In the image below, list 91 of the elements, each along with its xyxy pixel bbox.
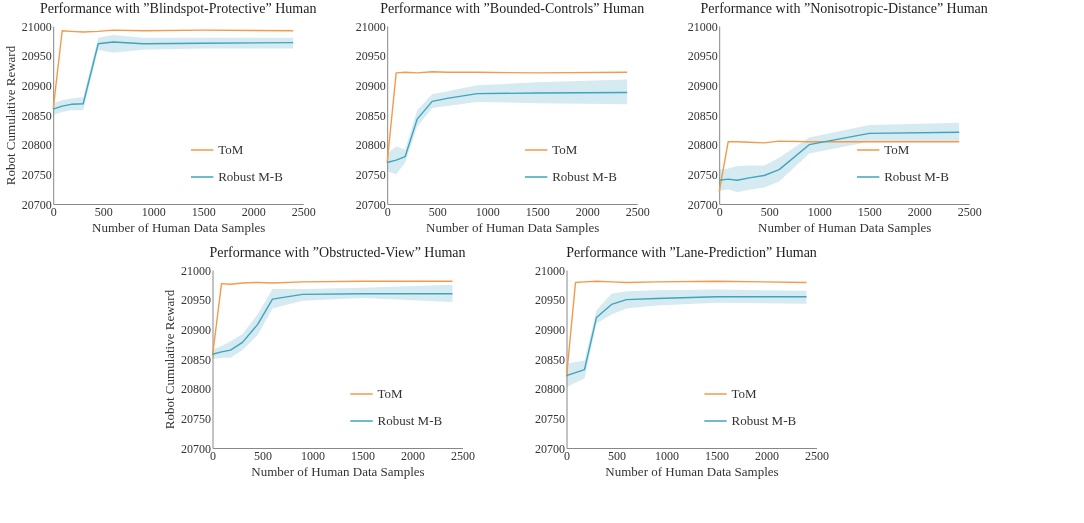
y-axis-title: Robot Cumulative Reward bbox=[162, 289, 177, 430]
y-tick-label: 20800 bbox=[355, 138, 386, 153]
chart-title: Performance with ”Bounded-Controls” Human bbox=[380, 1, 645, 16]
y-tick-label: 20850 bbox=[535, 352, 565, 367]
y-tick-label: 20800 bbox=[535, 382, 565, 397]
y-tick-label: 20900 bbox=[21, 78, 52, 93]
x-axis-title: Number of Human Data Samples bbox=[251, 463, 425, 479]
legend-label: ToM bbox=[884, 142, 910, 157]
y-tick-label: 20900 bbox=[535, 322, 565, 337]
x-tick-label: 1000 bbox=[475, 204, 500, 219]
legend-label: Robust M-B bbox=[218, 169, 284, 184]
line-series bbox=[718, 131, 960, 181]
y-tick-label: 20850 bbox=[181, 352, 211, 367]
y-axis-title: Robot Cumulative Reward bbox=[2, 45, 18, 186]
y-tick-label: 20700 bbox=[21, 197, 52, 212]
x-tick-label: 1500 bbox=[705, 448, 729, 463]
y-tick-label: 20900 bbox=[355, 78, 386, 93]
line-series bbox=[718, 140, 960, 193]
x-tick-label: 500 bbox=[94, 204, 113, 219]
legend-label: ToM bbox=[218, 142, 244, 157]
x-tick-label: 2500 bbox=[451, 448, 475, 463]
chart-title: Performance with ”Lane-Prediction” Human bbox=[566, 245, 817, 260]
chart-title: Performance with ”Blindspot-Protective” Human bbox=[39, 1, 317, 16]
y-tick-label: 21000 bbox=[21, 19, 52, 34]
x-tick-label: 2000 bbox=[755, 448, 779, 463]
x-tick-label: 2000 bbox=[575, 204, 600, 219]
legend-label: ToM bbox=[552, 142, 578, 157]
x-tick-label: 500 bbox=[254, 448, 272, 463]
x-tick-label: 2000 bbox=[401, 448, 425, 463]
y-tick-label: 20750 bbox=[181, 411, 211, 426]
y-tick-label: 20950 bbox=[535, 293, 565, 308]
x-tick-label: 1000 bbox=[807, 204, 832, 219]
x-tick-label: 0 bbox=[564, 448, 570, 463]
x-tick-label: 500 bbox=[760, 204, 779, 219]
legend-label: Robust M-B bbox=[552, 169, 618, 184]
y-tick-label: 20950 bbox=[21, 49, 52, 64]
x-axis-title: Number of Human Data Samples bbox=[605, 463, 779, 479]
y-tick-label: 20850 bbox=[21, 108, 52, 123]
y-tick-label: 21000 bbox=[535, 263, 565, 278]
line-series bbox=[386, 70, 628, 164]
y-tick-label: 20800 bbox=[181, 382, 211, 397]
x-tick-label: 2500 bbox=[291, 204, 316, 219]
line-series bbox=[386, 91, 628, 164]
x-tick-label: 1000 bbox=[655, 448, 679, 463]
y-tick-label: 20950 bbox=[355, 49, 386, 64]
y-tick-label: 20750 bbox=[21, 167, 52, 182]
x-tick-label: 2500 bbox=[957, 204, 982, 219]
line-series bbox=[565, 280, 808, 378]
y-tick-label: 20950 bbox=[181, 293, 211, 308]
x-tick-label: 2000 bbox=[241, 204, 266, 219]
x-axis-title: Number of Human Data Samples bbox=[426, 219, 600, 235]
y-tick-label: 20850 bbox=[687, 108, 718, 123]
line-series bbox=[211, 293, 454, 355]
y-tick-label: 20900 bbox=[687, 78, 718, 93]
legend-label: Robust M-B bbox=[731, 413, 797, 428]
y-tick-label: 20900 bbox=[181, 322, 211, 337]
y-tick-label: 21000 bbox=[687, 19, 718, 34]
x-axis-title: Number of Human Data Samples bbox=[92, 219, 266, 235]
chart-title: Performance with ”Obstructed-View” Human bbox=[209, 245, 466, 260]
legend-label: ToM bbox=[377, 386, 404, 401]
x-tick-label: 500 bbox=[608, 448, 626, 463]
x-tick-label: 1000 bbox=[141, 204, 166, 219]
x-tick-label: 2500 bbox=[625, 204, 650, 219]
legend-label: Robust M-B bbox=[884, 169, 950, 184]
x-axis-title: Number of Human Data Samples bbox=[758, 219, 932, 235]
line-series bbox=[565, 296, 808, 377]
y-tick-label: 20850 bbox=[355, 108, 386, 123]
y-tick-label: 21000 bbox=[181, 263, 211, 278]
legend-label: ToM bbox=[731, 386, 758, 401]
x-tick-label: 1500 bbox=[525, 204, 550, 219]
y-tick-label: 20700 bbox=[535, 441, 565, 456]
x-tick-label: 1500 bbox=[351, 448, 375, 463]
x-tick-label: 1500 bbox=[857, 204, 882, 219]
y-tick-label: 20750 bbox=[687, 167, 718, 182]
x-tick-label: 2500 bbox=[805, 448, 829, 463]
y-tick-label: 20800 bbox=[687, 138, 718, 153]
y-tick-label: 20700 bbox=[687, 197, 718, 212]
x-tick-label: 1500 bbox=[191, 204, 216, 219]
chart-title: Performance with ”Nonisotropic-Distance” Human bbox=[700, 1, 988, 16]
x-tick-label: 0 bbox=[210, 448, 216, 463]
x-tick-label: 1000 bbox=[301, 448, 325, 463]
y-tick-label: 20750 bbox=[535, 411, 565, 426]
x-tick-label: 500 bbox=[428, 204, 447, 219]
y-tick-label: 20700 bbox=[181, 441, 211, 456]
y-tick-label: 20700 bbox=[355, 197, 386, 212]
y-tick-label: 20800 bbox=[21, 138, 52, 153]
y-tick-label: 20750 bbox=[355, 167, 386, 182]
x-tick-label: 2000 bbox=[907, 204, 932, 219]
legend-label: Robust M-B bbox=[377, 413, 443, 428]
y-tick-label: 21000 bbox=[355, 19, 386, 34]
y-tick-label: 20950 bbox=[687, 49, 718, 64]
